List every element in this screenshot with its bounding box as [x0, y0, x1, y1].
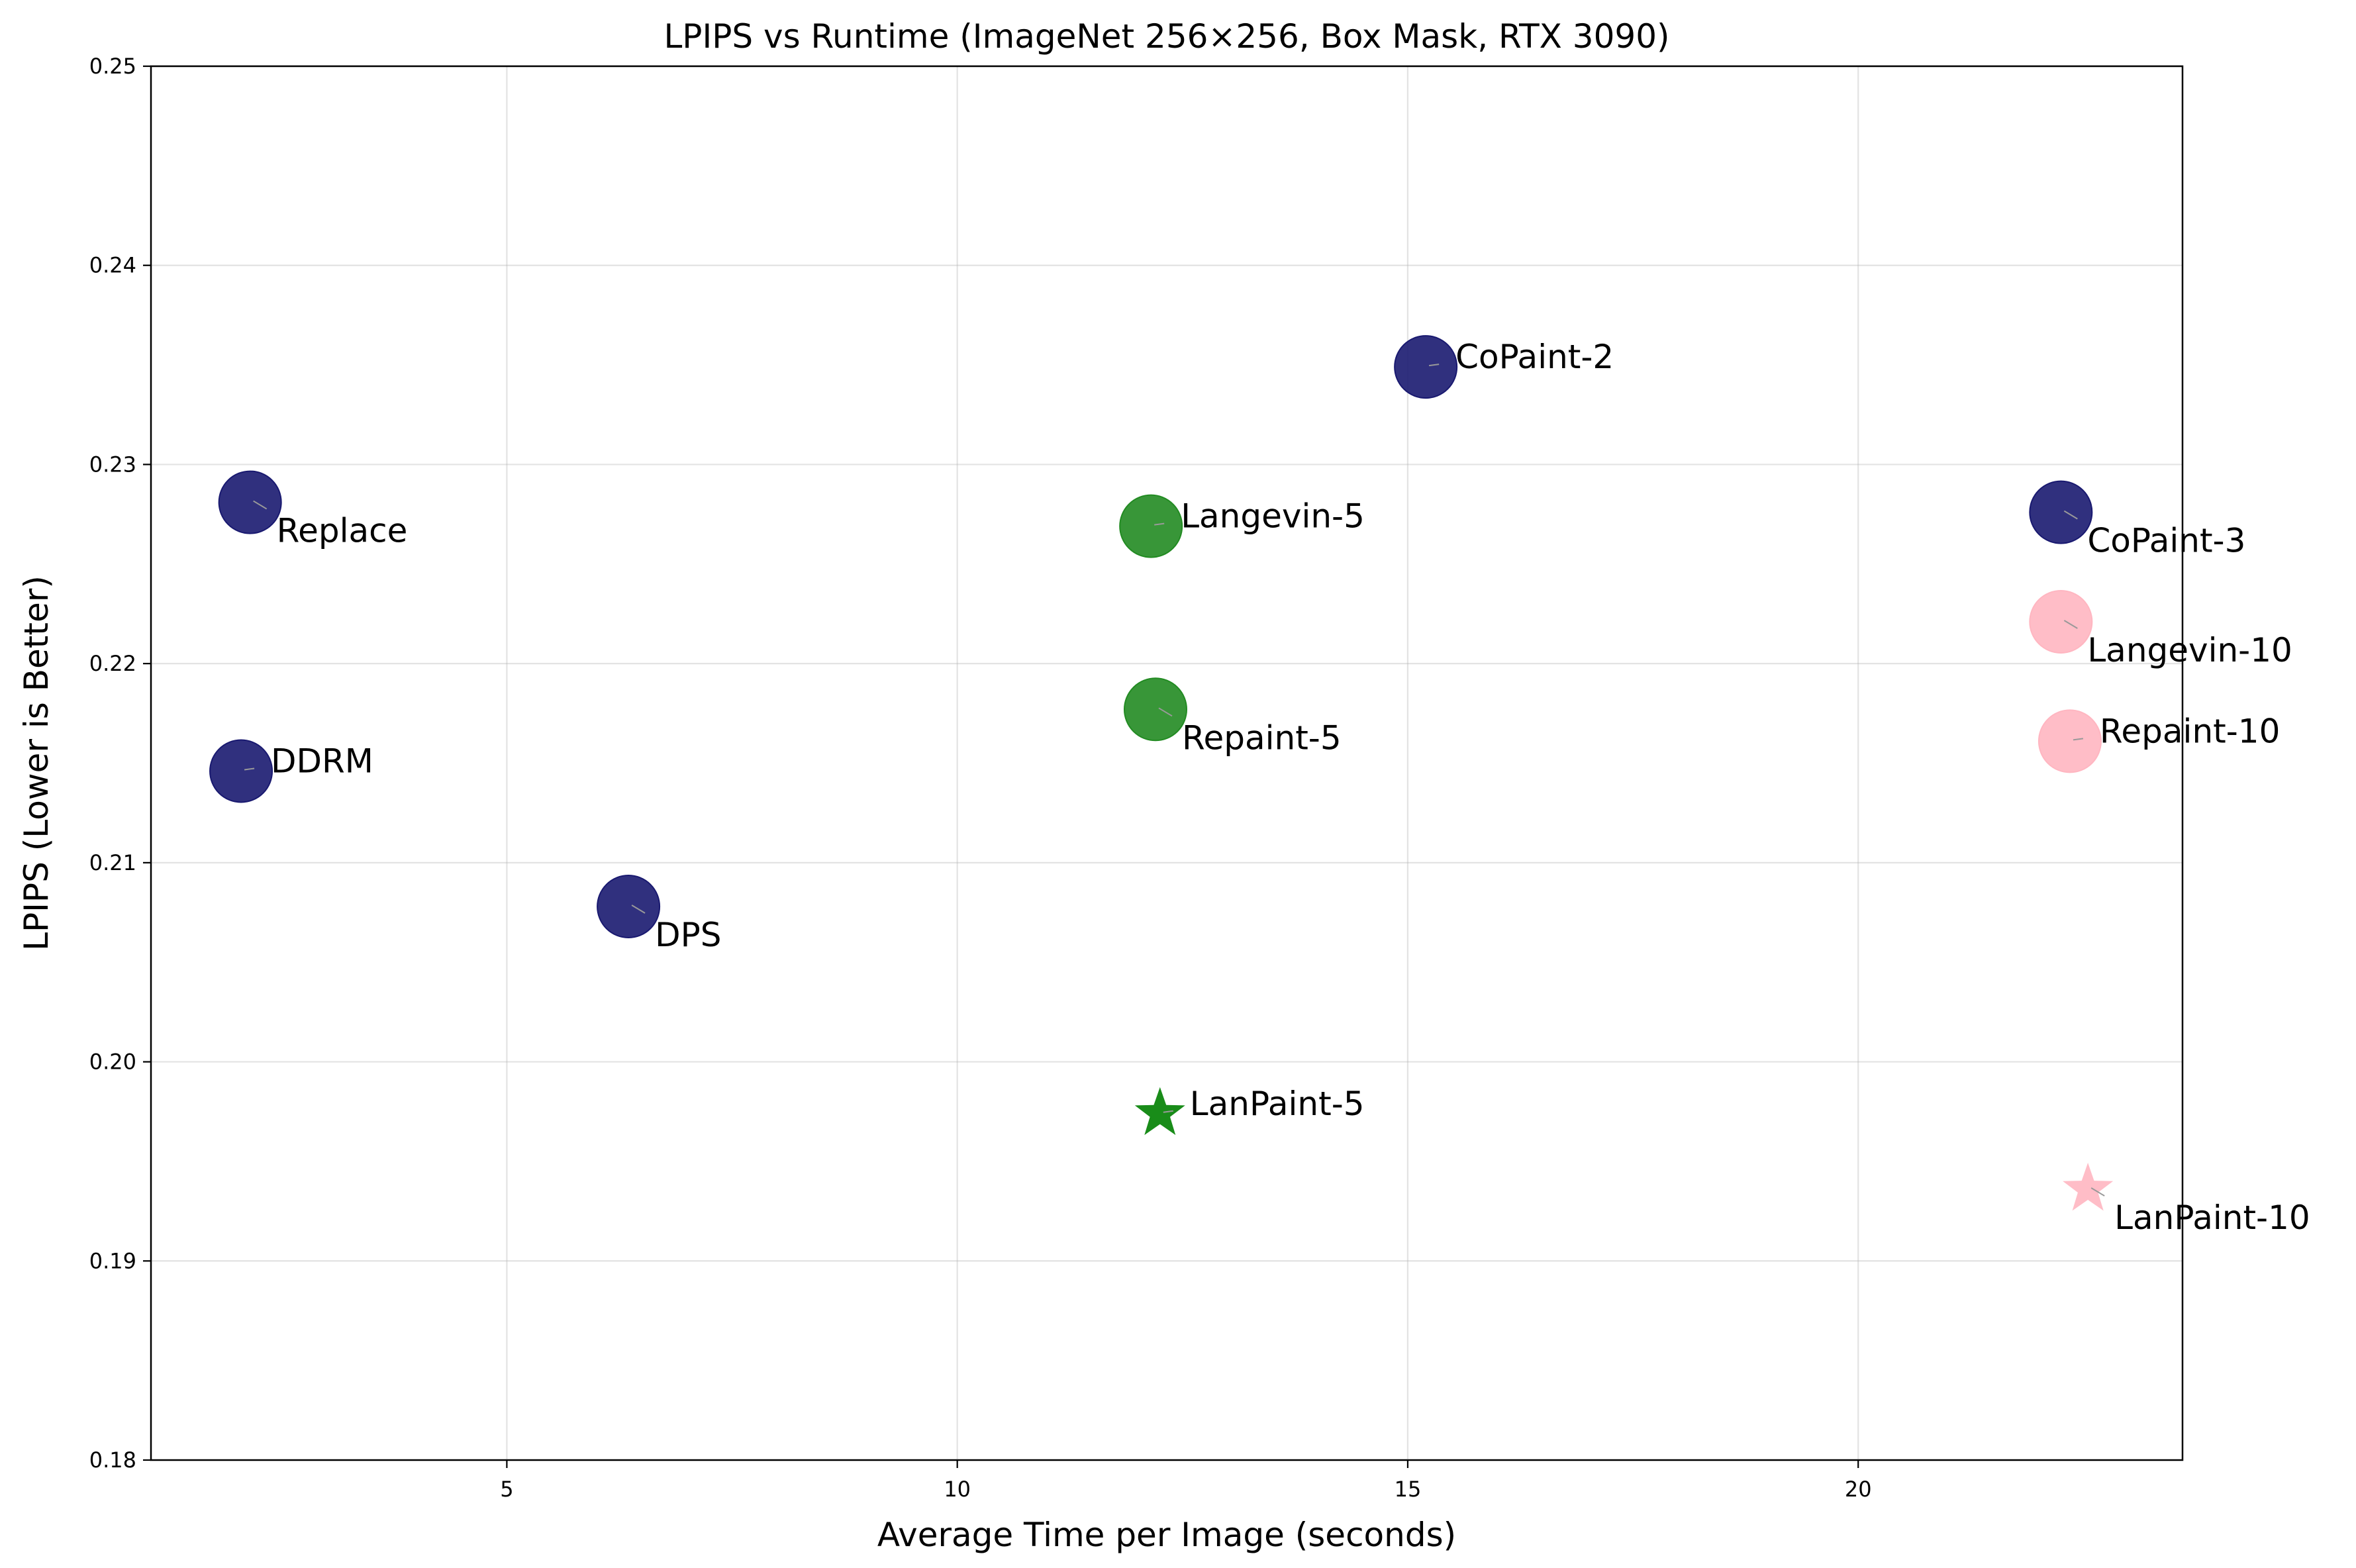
label-leader-line	[2063, 510, 2078, 520]
plot-frame	[150, 65, 2184, 1461]
point-dps	[597, 875, 661, 939]
label-leader-line	[2073, 738, 2084, 741]
label-langevin-10: Langevin-10	[2087, 631, 2292, 669]
point-copaint-2	[1394, 335, 1458, 399]
y-tick-label: 0.22	[89, 651, 136, 676]
y-tick-label: 0.21	[89, 850, 136, 875]
label-leader-line	[631, 905, 646, 914]
y-axis-label: LPIPS (Lower is Better)	[17, 575, 56, 951]
x-tick-label: 10	[944, 1477, 971, 1502]
y-tick-label: 0.24	[89, 253, 136, 278]
label-ddrm: DDRM	[271, 742, 373, 781]
label-leader-line	[1429, 364, 1440, 367]
y-tick-label: 0.25	[89, 54, 136, 79]
label-leader-line	[244, 767, 255, 771]
label-leader-line	[1163, 1110, 1173, 1113]
point-replace	[218, 470, 282, 534]
x-tick-label: 15	[1395, 1477, 1422, 1502]
x-tick-label: 20	[1845, 1477, 1872, 1502]
data-points	[209, 335, 2114, 1211]
y-tick-label: 0.23	[89, 452, 136, 477]
y-tick-label: 0.18	[89, 1447, 136, 1473]
label-leader-line	[1154, 522, 1165, 526]
label-copaint-3: CoPaint-3	[2087, 522, 2245, 560]
point-lanpaint-10	[2063, 1163, 2114, 1211]
label-repaint-5: Repaint-5	[1182, 718, 1342, 757]
label-replace: Replace	[277, 512, 408, 550]
label-leader-line	[1158, 707, 1173, 717]
label-repaint-10: Repaint-10	[2100, 712, 2281, 750]
x-axis-label: Average Time per Image (seconds)	[877, 1516, 1456, 1554]
point-lanpaint-5	[1134, 1087, 1185, 1136]
grid-lines	[151, 65, 2183, 1461]
point-langevin-5	[1119, 494, 1183, 558]
x-tick-label: 5	[500, 1477, 513, 1502]
y-tick-label: 0.20	[89, 1050, 136, 1075]
axis-ticks: 5 10 15 20 0.18 0.19 0.20 0.21 0.22 0.23 0.24 0.25	[89, 54, 1872, 1502]
chart-title: LPIPS vs Runtime (ImageNet 256×256, Box …	[663, 17, 1669, 56]
label-leader-line	[253, 500, 268, 510]
label-lanpaint-5: LanPaint-5	[1190, 1085, 1365, 1123]
label-leader-line	[2063, 620, 2078, 629]
label-lanpaint-10: LanPaint-10	[2114, 1199, 2310, 1237]
point-langevin-10	[2029, 589, 2093, 654]
label-leader-line	[2090, 1187, 2105, 1197]
y-tick-label: 0.19	[89, 1248, 136, 1273]
label-langevin-5: Langevin-5	[1181, 497, 1365, 536]
label-copaint-2: CoPaint-2	[1455, 338, 1614, 376]
label-dps: DPS	[655, 916, 721, 954]
point-labels: Replace DDRM DPS CoPaint-2 CoPaint-3 Langevin…	[244, 338, 2310, 1237]
point-repaint-10	[2037, 709, 2102, 773]
point-copaint-3	[2029, 480, 2093, 544]
point-repaint-5	[1123, 677, 1187, 742]
point-ddrm	[209, 739, 273, 803]
